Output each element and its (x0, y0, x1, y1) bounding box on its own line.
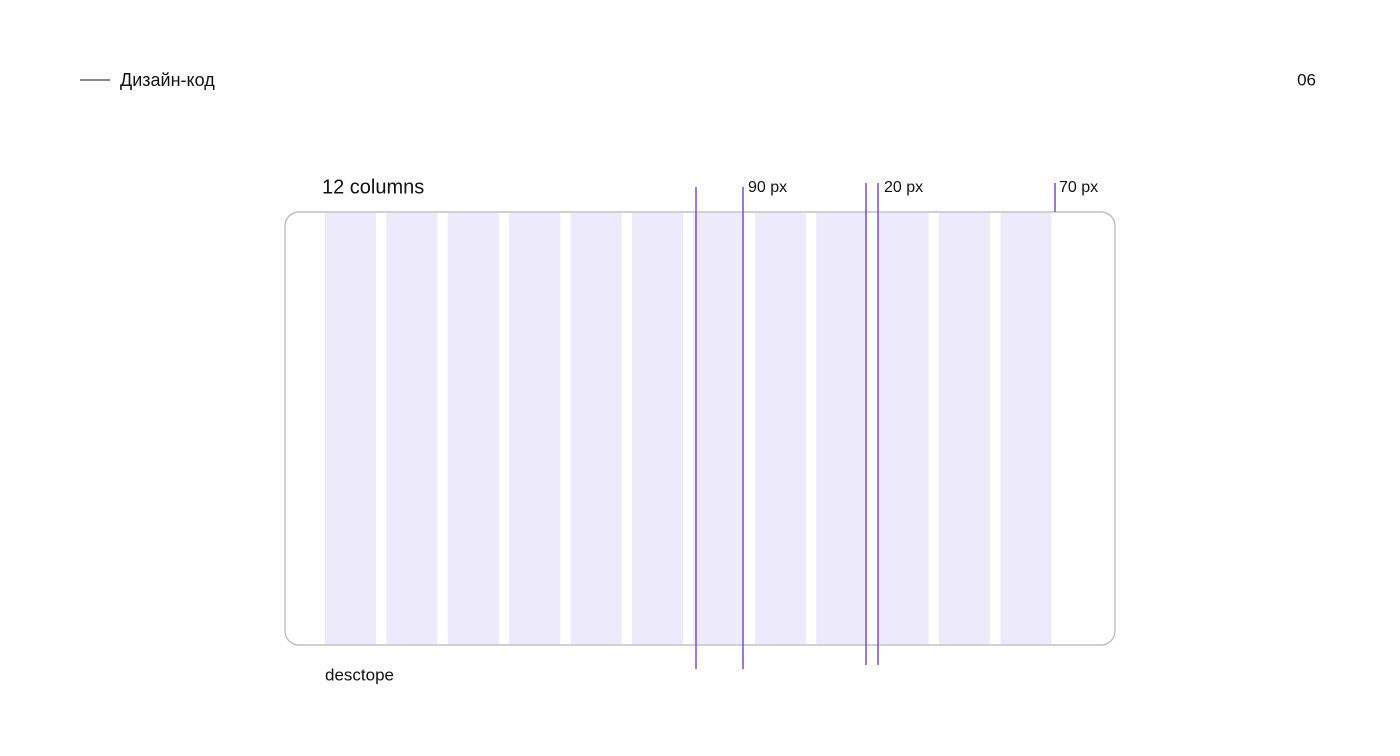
measure-label: 90 px (748, 179, 787, 196)
grid-column (877, 213, 929, 644)
grid-column (632, 213, 683, 644)
header-title: Дизайн-код (120, 70, 215, 90)
frame (284, 211, 1116, 646)
columns (325, 213, 1052, 644)
grid-column (509, 213, 561, 644)
grid-column (570, 213, 622, 644)
page-number: 06 (1297, 70, 1316, 89)
diagram-title: 12 columns (322, 176, 424, 198)
grid-column (1000, 213, 1052, 644)
grid-column (939, 213, 990, 644)
grid-column (386, 213, 438, 644)
measure-label: 20 px (884, 179, 923, 196)
caption: desctope (325, 665, 394, 684)
measure-label: 70 px (1059, 179, 1098, 196)
grid-column (754, 213, 806, 644)
grid-column (693, 213, 745, 644)
grid-column (325, 213, 376, 644)
grid-column (447, 213, 499, 644)
grid-column (816, 213, 868, 644)
guides (695, 183, 1056, 669)
